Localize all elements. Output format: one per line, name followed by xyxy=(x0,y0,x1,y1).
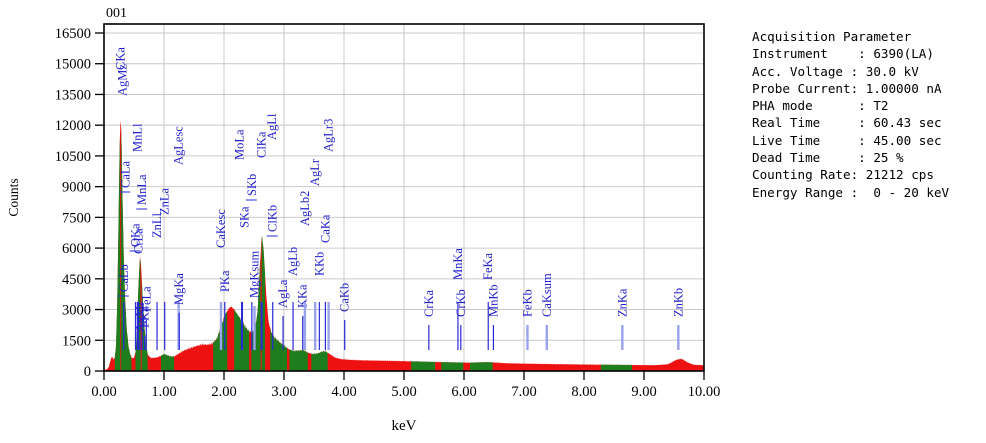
peak-label-MnKb: MnKb xyxy=(486,284,500,317)
peak-label-AgLa: AgLa xyxy=(276,279,290,308)
peak-label-AgLr3: AgLr3 xyxy=(322,119,336,152)
peak-label-MnKa: MnKa xyxy=(451,248,465,280)
y-tick-label: 4500 xyxy=(62,272,91,288)
peak-label-ClKa: ClKa xyxy=(254,131,268,158)
spectrum-area-green xyxy=(270,328,287,371)
spectrum-area-green xyxy=(470,361,493,371)
peak-label-FeKb: FeKb xyxy=(520,289,534,317)
x-tick-label: 8.00 xyxy=(571,384,596,400)
spectrum-area-green xyxy=(411,361,436,371)
spectrum-area-green xyxy=(600,364,632,371)
y-tick-label: 10500 xyxy=(55,149,91,165)
x-tick-label: 3.00 xyxy=(271,384,296,400)
peak-label-AgLl: AgLl xyxy=(265,113,279,140)
peak-label-ZnLl: ZnLl xyxy=(150,212,164,238)
x-tick-label: 7.00 xyxy=(511,384,536,400)
x-tick-label: 6.00 xyxy=(451,384,476,400)
peak-label-ZnKb: ZnKb xyxy=(671,288,685,317)
peak-label-MoLa: MoLa xyxy=(233,129,247,160)
peak-label-FeLa: FeLa xyxy=(139,286,153,312)
y-tick-label: 12000 xyxy=(55,118,91,134)
x-tick-label: 5.00 xyxy=(391,384,416,400)
spectrum-area-green xyxy=(289,348,308,371)
x-tick-label: 0.00 xyxy=(91,384,116,400)
spectrum-area-green xyxy=(441,361,464,371)
peak-label-CKa: CKa xyxy=(114,47,128,70)
peak-label-MgKsum: MgKsum xyxy=(247,250,261,298)
x-tick-label: 2.00 xyxy=(211,384,236,400)
peak-label-CaLb: CaLb xyxy=(117,264,131,292)
x-tick-label: 9.00 xyxy=(631,384,656,400)
peak-label-CaLa: CaLa xyxy=(118,160,132,188)
peak-label-PKa: PKa xyxy=(218,270,232,292)
peak-label-ZnLa: ZnLa xyxy=(158,187,172,215)
acquisition-panel: Acquisition Parameter Instrument : 6390(… xyxy=(752,28,949,201)
peak-label-OKa: OKa xyxy=(129,223,143,247)
peak-label-CaKb: CaKb xyxy=(338,283,352,312)
peak-label-MgKa: MgKa xyxy=(172,273,186,305)
y-tick-label: 6000 xyxy=(62,241,91,257)
peak-label-AgLr: AgLr xyxy=(308,158,322,186)
peak-label-AgLb2: AgLb2 xyxy=(298,191,312,226)
y-tick-label: 1500 xyxy=(62,333,91,349)
peak-label-CrLa: CrLa xyxy=(131,228,145,254)
peak-label-ClKb: ClKb xyxy=(266,205,280,232)
spectrum-area-green xyxy=(114,133,121,371)
peak-label-ZnKa: ZnKa xyxy=(615,288,629,317)
y-tick-label: 15000 xyxy=(55,57,91,73)
peak-label-SKa: SKa xyxy=(237,206,251,228)
peak-label-AgLesc: AgLesc xyxy=(172,126,186,165)
peak-label-SKb: SKb xyxy=(245,174,259,196)
peak-label-FeKa: FeKa xyxy=(481,252,495,280)
x-tick-label: 4.00 xyxy=(331,384,356,400)
x-tick-label: 10.00 xyxy=(688,384,721,400)
acquisition-title: Acquisition Parameter xyxy=(752,29,912,44)
peak-label-FKa: FKa xyxy=(138,306,152,328)
peak-label-CrKb: CrKb xyxy=(454,289,468,317)
acquisition-lines: Instrument : 6390(LA) Acc. Voltage : 30.… xyxy=(752,46,950,200)
peak-label-MnLl: MnLl xyxy=(130,123,144,152)
peak-label-CaKa: CaKa xyxy=(318,214,332,243)
peak-label-KKa: KKa xyxy=(296,284,310,308)
y-tick-label: 9000 xyxy=(62,180,91,196)
spectrum-area-green xyxy=(311,350,328,371)
y-tick-label: 7500 xyxy=(62,210,91,226)
spectrum-area-green xyxy=(161,354,175,371)
peak-label-MnLa: MnLa xyxy=(135,174,149,205)
peak-label-CaKesc: CaKesc xyxy=(214,209,228,248)
peak-label-AgMr: AgMr xyxy=(133,301,147,332)
peak-label-AgLb: AgLb xyxy=(286,247,300,276)
y-axis-label: Counts xyxy=(6,178,21,216)
peak-label-KKb: KKb xyxy=(312,252,326,276)
y-tick-label: 3000 xyxy=(62,303,91,319)
peak-label-CaKsum: CaKsum xyxy=(540,273,554,317)
x-tick-label: 1.00 xyxy=(151,384,176,400)
x-axis-label: keV xyxy=(392,418,417,434)
peak-label-AgMz: AgMz xyxy=(116,64,130,96)
y-tick-label: 13500 xyxy=(55,87,91,103)
y-tick-label: 16500 xyxy=(55,26,91,42)
spectrum-title: 001 xyxy=(106,6,127,21)
y-tick-label: 0 xyxy=(84,364,91,380)
peak-label-CrKa: CrKa xyxy=(422,289,436,317)
